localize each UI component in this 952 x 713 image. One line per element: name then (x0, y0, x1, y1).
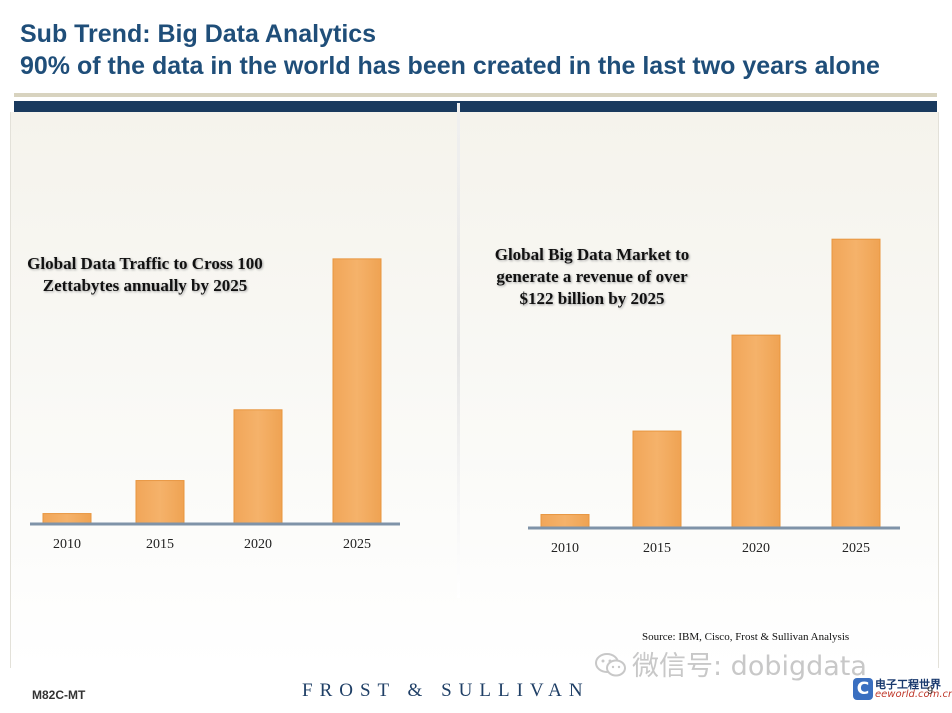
bar-chart-svg: 2010 2015 2020 2025 (30, 258, 400, 552)
page-number: 9 (927, 685, 934, 697)
chart-title-data-traffic: Global Data Traffic to Cross 100 Zettaby… (27, 254, 263, 295)
footer-code: M82C-MT (32, 688, 86, 702)
content-panel (10, 112, 939, 668)
panel-divider (457, 103, 460, 598)
x-tick-label: 2010 (53, 537, 81, 552)
page-subtitle: 90% of the data in the world has been cr… (20, 52, 880, 80)
data-traffic-chart: 2010 2015 2020 2025 (30, 230, 400, 560)
eeworld-logo-line2: eeworld.com.cn (875, 689, 952, 700)
bar-2025 (831, 238, 881, 528)
x-tick-label: 2020 (742, 541, 770, 556)
big-data-market-chart: 2010 2015 2020 2025 (528, 210, 900, 565)
bar-2010 (42, 513, 92, 524)
bar-2015 (632, 430, 682, 528)
watermark: 微信号: dobigdata (594, 644, 867, 686)
header-rule-navy (14, 101, 937, 112)
x-tick-label: 2025 (343, 537, 371, 552)
source-note: Source: IBM, Cisco, Frost & Sullivan Ana… (642, 631, 850, 643)
eeworld-logo-mark: C (853, 678, 873, 700)
header-rule-tan (14, 93, 937, 97)
bar-2025 (332, 258, 382, 524)
chart-title-big-data-market: Global Big Data Market to generate a rev… (494, 245, 690, 308)
x-tick-label: 2010 (551, 541, 579, 556)
bar-2020 (731, 334, 781, 528)
x-tick-label: 2015 (643, 541, 671, 556)
x-tick-label: 2025 (842, 541, 870, 556)
x-tick-label: 2020 (244, 537, 272, 552)
x-tick-label: 2015 (146, 537, 174, 552)
brand-logo: FROST & SULLIVAN (302, 680, 590, 701)
bar-2020 (233, 409, 283, 524)
bar-2015 (135, 480, 185, 524)
bar-chart-svg: 2010 2015 2020 2025 (528, 238, 900, 556)
page-title: Sub Trend: Big Data Analytics (20, 20, 377, 48)
bar-2010 (540, 514, 590, 528)
watermark-text: 微信号: dobigdata (632, 651, 867, 682)
eeworld-logo-line1: 电子工程世界 (875, 678, 941, 691)
wechat-icon (594, 651, 628, 686)
eeworld-logo: C 电子工程世界 eeworld.com.cn (853, 676, 952, 708)
